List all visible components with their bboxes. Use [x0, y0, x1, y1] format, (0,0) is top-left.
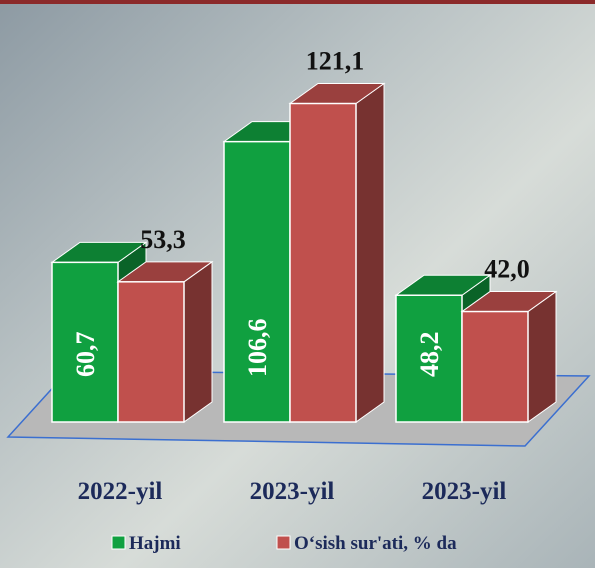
bar-side	[528, 292, 556, 422]
bar-side	[184, 262, 212, 422]
legend-label: O‘sish sur'ati, % da	[294, 533, 457, 554]
bar-side	[356, 84, 384, 422]
legend-label: Hajmi	[129, 533, 181, 554]
chart: 60,7 53,3 2022-yil 106,6 121,1 2023-yil 48,2 42…	[0, 0, 595, 568]
bar	[118, 282, 184, 422]
x-tick-label: 2023-yil	[250, 478, 335, 505]
legend-swatch	[277, 536, 290, 549]
bar	[290, 104, 356, 422]
x-tick-label: 2022-yil	[78, 478, 163, 505]
x-tick-label: 2023-yil	[422, 478, 507, 505]
value-label: 60,7	[71, 332, 100, 378]
bar	[224, 142, 290, 422]
bar	[462, 312, 528, 422]
legend-swatch	[112, 536, 125, 549]
value-label: 48,2	[415, 332, 444, 378]
value-label: 42,0	[484, 255, 530, 284]
value-label: 106,6	[243, 319, 272, 378]
top-border	[0, 0, 595, 4]
value-label: 121,1	[306, 47, 365, 76]
value-label: 53,3	[140, 225, 186, 254]
